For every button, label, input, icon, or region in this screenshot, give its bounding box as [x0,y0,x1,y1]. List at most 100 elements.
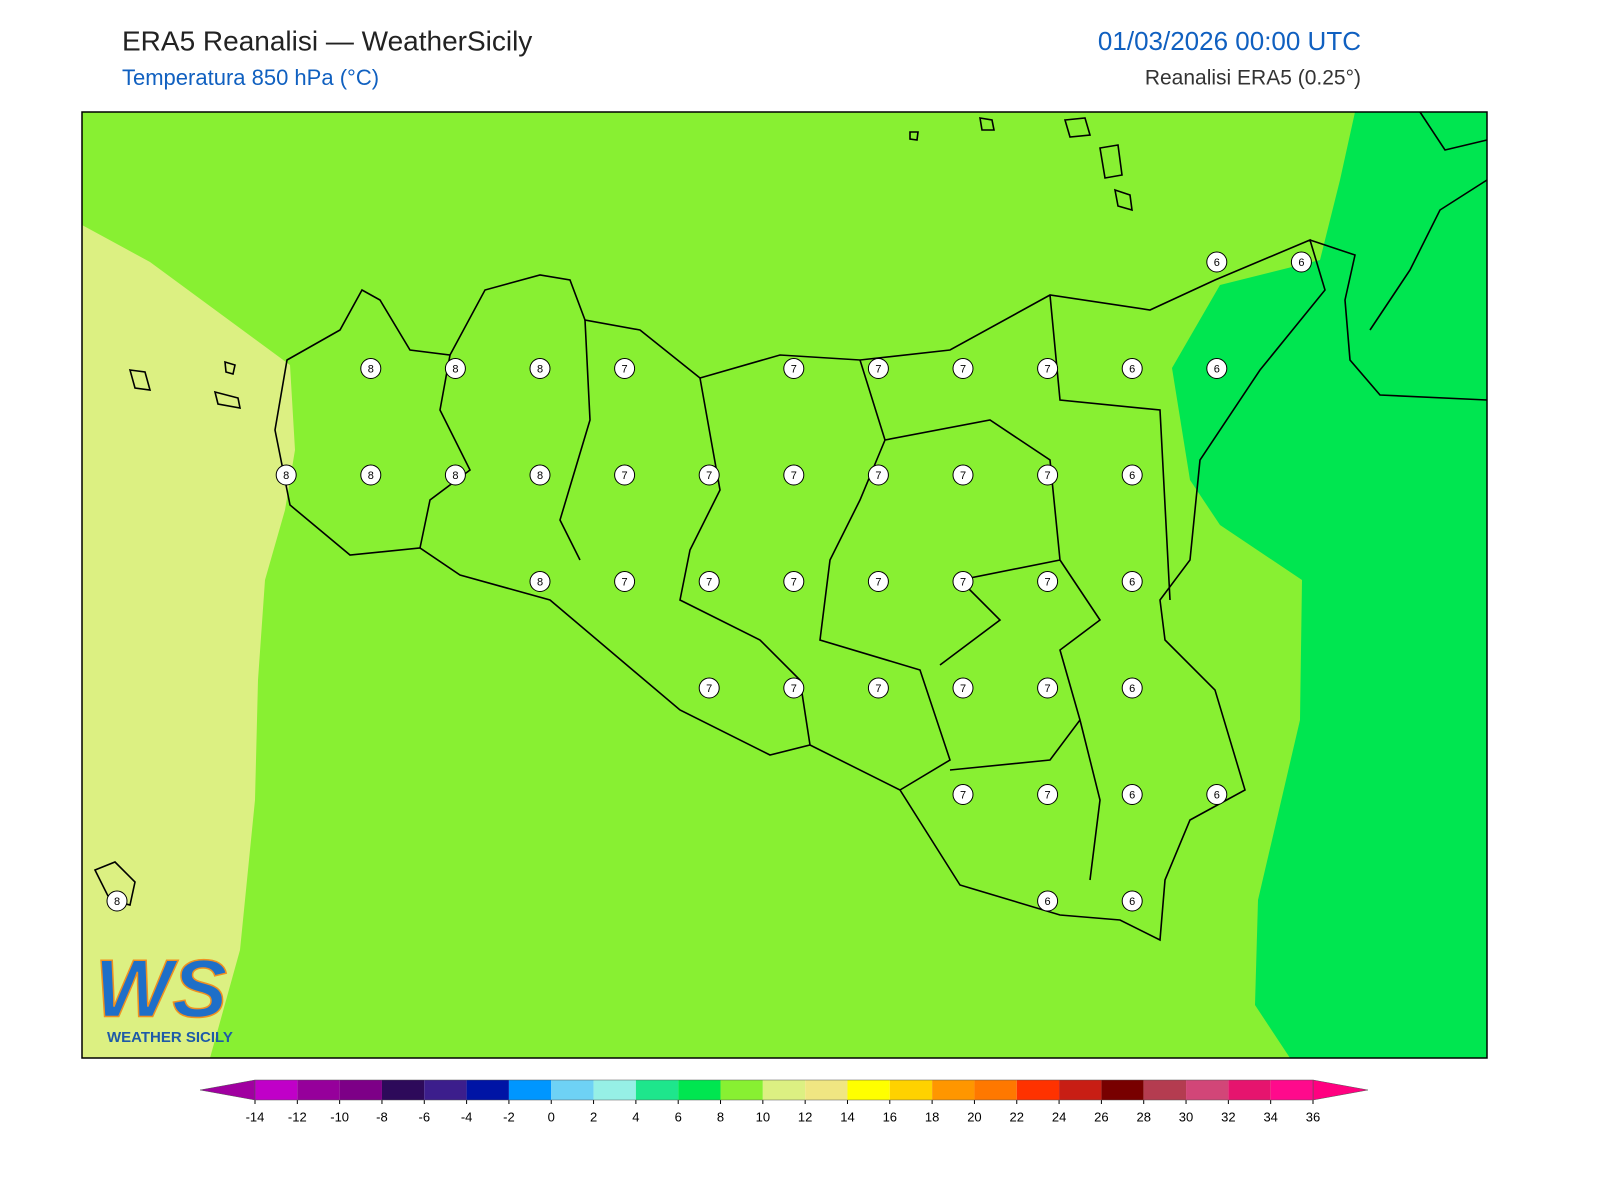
station-marker [952,571,974,592]
colorbar-over [1312,1079,1369,1101]
station-label: 7 [875,470,881,482]
station: 7 [614,358,636,379]
station: 7 [698,677,720,699]
station-marker [1121,890,1143,912]
station-label: 7 [960,683,966,695]
colorbar-segment [381,1080,425,1100]
colorbar-segment [1101,1080,1144,1100]
station: 7 [783,464,805,486]
colorbar-tick-label: -2 [503,1109,515,1124]
colorbar-segment [1186,1080,1229,1100]
colorbar-tick-label: 4 [632,1109,639,1124]
station-marker [1206,784,1228,805]
station-marker [867,464,889,486]
station-label: 8 [537,470,543,482]
coastline [93,111,1488,942]
station-marker [1121,464,1143,486]
station-label: 8 [368,363,374,375]
station-marker [1037,890,1059,912]
colorbar-segment [932,1080,975,1100]
station-label: 6 [1129,683,1135,695]
colorbar-tick-label: -6 [418,1109,430,1124]
station-label: 7 [791,470,797,482]
colorbar-segment [847,1080,890,1100]
colorbar-tick-label: 26 [1094,1109,1108,1124]
station: 7 [698,571,720,592]
station: 8 [360,464,382,486]
logo-name: WEATHER SICILY [107,1029,233,1046]
station: 7 [952,358,974,379]
subtitle: Temperatura 850 hPa (°C) [122,65,379,90]
station-marker [444,358,466,379]
station-label: 7 [791,576,797,588]
station-label: 7 [960,576,966,588]
datetime: 01/03/2026 00:00 UTC [1098,26,1361,56]
colorbar-tick-label: 0 [548,1109,555,1124]
station-marker [783,677,805,699]
colorbar-tick-label: 6 [675,1109,682,1124]
colorbar-tick-label: 10 [756,1109,770,1124]
colorbar-under [199,1079,256,1101]
colorbar-segment [1016,1080,1060,1100]
colorbar-tick-label: -8 [376,1109,388,1124]
station-marker [1206,358,1228,379]
station-marker [360,464,382,486]
colorbar-tick-label: -10 [330,1109,349,1124]
station-label: 8 [114,896,120,908]
station-marker [783,571,805,592]
station-label: 8 [452,363,458,375]
station-marker [952,784,974,805]
colorbar-tick-label: 20 [967,1109,981,1124]
station: 8 [360,358,382,379]
colorbar-segment [424,1080,467,1100]
title: ERA5 Reanalisi — WeatherSicily [122,25,532,56]
station-label: 8 [283,470,289,482]
station: 6 [1290,251,1312,273]
station-marker [1290,251,1312,273]
station-label: 7 [706,576,712,588]
colorbar-tick-label: -14 [246,1109,265,1124]
station: 7 [783,358,805,379]
station: 8 [529,464,551,486]
station: 7 [867,358,889,379]
colorbar-segment [635,1080,679,1100]
colorbar-tick-label: 18 [925,1109,939,1124]
station: 6 [1121,464,1143,486]
station: 6 [1121,784,1143,805]
station-label: 6 [1129,470,1135,482]
colorbar-segment [974,1080,1017,1100]
station: 7 [1037,677,1059,699]
station-marker [952,358,974,379]
station: 6 [1037,890,1059,912]
station: 8 [444,464,466,486]
colorbar: -14 -12 -10 -8 -6 -4 -2 0 2 4 6 8 10 12 14 16 18 20 22 24 26… [199,1079,1369,1124]
colorbar-tick-label: -4 [461,1109,473,1124]
colorbar-segment [889,1080,933,1100]
field-warm [82,225,295,1058]
station: 8 [275,464,297,486]
colorbar-tick-label: -12 [288,1109,307,1124]
station-marker [1121,358,1143,379]
field-cool [1172,112,1487,1058]
station: 7 [614,464,636,486]
station-marker [614,358,636,379]
colorbar-tick-label: 2 [590,1109,597,1124]
colorbar-tick-label: 22 [1010,1109,1024,1124]
station-label: 6 [1214,789,1220,801]
station-marker [867,677,889,699]
colorbar-segment [1143,1080,1187,1100]
colorbar-tick-label: 30 [1179,1109,1193,1124]
station-marker [1121,784,1143,805]
station-label: 7 [1045,576,1051,588]
station-label: 7 [875,683,881,695]
station-label: 6 [1129,363,1135,375]
station: 7 [1037,784,1059,805]
colorbar-tick-label: 32 [1221,1109,1235,1124]
station: 7 [867,677,889,699]
colorbar-frame [254,1079,1314,1101]
station: 7 [952,784,974,805]
station-label: 7 [791,683,797,695]
station-marker [867,358,889,379]
station-marker [529,464,551,486]
